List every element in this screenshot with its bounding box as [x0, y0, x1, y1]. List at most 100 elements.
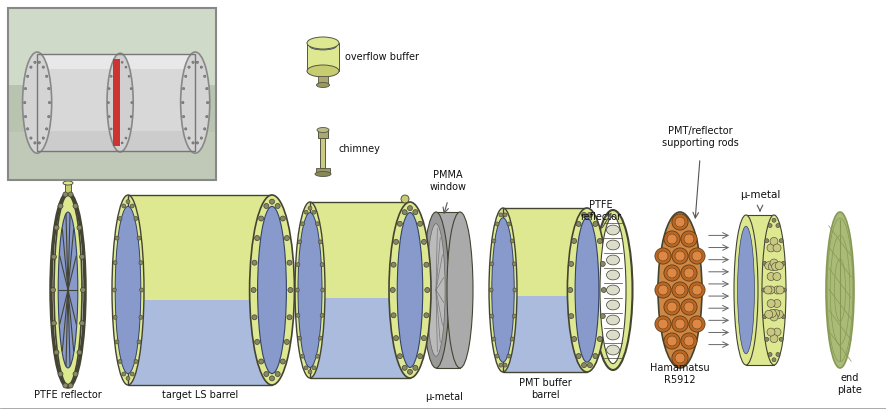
Circle shape: [510, 337, 514, 341]
Circle shape: [308, 370, 312, 374]
Circle shape: [196, 142, 198, 144]
Polygon shape: [503, 296, 587, 372]
Ellipse shape: [607, 225, 619, 235]
Circle shape: [684, 302, 694, 312]
Ellipse shape: [317, 127, 329, 132]
Bar: [8, 132, 216, 180]
Circle shape: [113, 315, 117, 319]
Circle shape: [776, 353, 780, 356]
Text: PMT/reflector
supporting rods: PMT/reflector supporting rods: [662, 127, 738, 148]
Circle shape: [569, 314, 574, 319]
Circle shape: [675, 353, 685, 363]
Circle shape: [80, 321, 84, 326]
Circle shape: [768, 309, 776, 317]
Ellipse shape: [489, 208, 517, 372]
Bar: [310, 202, 410, 378]
Circle shape: [512, 314, 517, 318]
Text: μ-metal: μ-metal: [740, 190, 781, 200]
Circle shape: [675, 285, 685, 295]
Bar: [318, 130, 328, 138]
Circle shape: [667, 234, 677, 244]
Circle shape: [770, 313, 778, 321]
Circle shape: [571, 238, 577, 243]
Bar: [307, 43, 339, 71]
Circle shape: [489, 288, 494, 292]
Circle shape: [576, 222, 581, 226]
Circle shape: [397, 221, 402, 226]
Circle shape: [655, 248, 671, 264]
Ellipse shape: [316, 83, 330, 88]
Circle shape: [276, 203, 280, 208]
Polygon shape: [128, 195, 272, 300]
Circle shape: [110, 75, 113, 77]
Ellipse shape: [298, 212, 322, 367]
Circle shape: [130, 372, 134, 376]
Circle shape: [68, 192, 74, 197]
Bar: [316, 168, 330, 174]
Polygon shape: [310, 298, 410, 378]
Circle shape: [121, 142, 123, 144]
Ellipse shape: [423, 212, 449, 368]
Circle shape: [43, 66, 44, 68]
Circle shape: [73, 203, 78, 208]
Text: PMMA
window: PMMA window: [430, 171, 467, 192]
Ellipse shape: [607, 300, 619, 310]
Ellipse shape: [607, 330, 619, 340]
Circle shape: [391, 262, 396, 267]
Circle shape: [495, 222, 499, 226]
Polygon shape: [310, 202, 410, 298]
Circle shape: [765, 337, 769, 341]
Circle shape: [390, 288, 395, 293]
Circle shape: [73, 372, 78, 376]
Circle shape: [204, 128, 206, 130]
Circle shape: [422, 336, 426, 341]
Circle shape: [667, 302, 677, 312]
Ellipse shape: [63, 181, 73, 185]
Circle shape: [284, 236, 290, 240]
Ellipse shape: [607, 315, 619, 325]
Ellipse shape: [738, 226, 754, 354]
Circle shape: [593, 222, 598, 226]
Circle shape: [569, 261, 574, 266]
Bar: [128, 195, 272, 385]
Circle shape: [764, 286, 772, 294]
Circle shape: [770, 335, 778, 343]
Circle shape: [391, 313, 396, 318]
Circle shape: [576, 353, 581, 358]
Circle shape: [280, 216, 285, 221]
Circle shape: [126, 376, 130, 380]
Circle shape: [664, 231, 680, 247]
Circle shape: [655, 282, 671, 298]
Ellipse shape: [258, 206, 286, 374]
Circle shape: [45, 75, 48, 78]
Circle shape: [776, 286, 784, 294]
Circle shape: [206, 115, 208, 118]
Ellipse shape: [107, 53, 133, 152]
Circle shape: [81, 288, 86, 293]
Circle shape: [667, 268, 677, 278]
Circle shape: [308, 206, 312, 210]
Circle shape: [602, 288, 606, 293]
Circle shape: [284, 339, 290, 344]
Circle shape: [689, 282, 705, 298]
Circle shape: [601, 261, 605, 266]
Circle shape: [304, 210, 308, 214]
Circle shape: [495, 354, 499, 358]
Text: PTFE reflector: PTFE reflector: [35, 390, 102, 400]
Circle shape: [49, 102, 51, 104]
Circle shape: [43, 137, 44, 139]
Circle shape: [499, 363, 503, 367]
Circle shape: [196, 61, 198, 63]
Circle shape: [675, 251, 685, 261]
Circle shape: [206, 102, 209, 104]
Circle shape: [765, 239, 769, 242]
Circle shape: [183, 115, 185, 118]
Circle shape: [684, 336, 694, 346]
Circle shape: [192, 61, 194, 63]
Bar: [436, 212, 460, 368]
Circle shape: [692, 285, 702, 295]
Circle shape: [126, 200, 130, 203]
Circle shape: [773, 328, 781, 336]
Circle shape: [45, 128, 48, 130]
Circle shape: [287, 315, 292, 320]
